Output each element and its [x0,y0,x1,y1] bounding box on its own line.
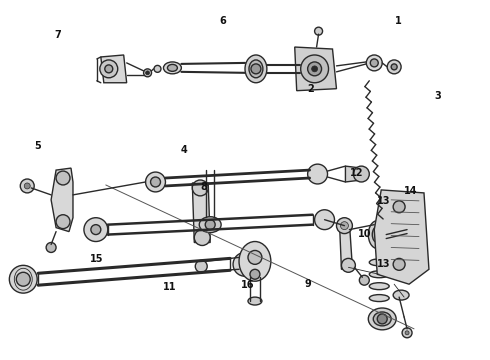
Ellipse shape [239,242,271,281]
Circle shape [315,210,335,230]
Circle shape [24,183,30,189]
Circle shape [240,260,250,269]
Circle shape [56,171,70,185]
Circle shape [154,66,161,72]
Circle shape [367,55,382,71]
Text: 14: 14 [404,186,417,196]
Polygon shape [101,55,127,83]
Circle shape [250,269,260,279]
Circle shape [393,201,405,213]
Text: 5: 5 [35,141,41,151]
Ellipse shape [372,227,382,243]
Text: 8: 8 [200,182,207,192]
Polygon shape [51,168,73,231]
Circle shape [370,59,378,67]
Circle shape [377,314,387,324]
Circle shape [341,222,348,230]
Text: 12: 12 [350,168,364,178]
Circle shape [205,220,215,230]
Ellipse shape [393,290,409,300]
Circle shape [315,27,322,35]
Circle shape [342,258,355,272]
Text: 11: 11 [163,282,176,292]
Circle shape [146,172,166,192]
Polygon shape [345,166,361,182]
Circle shape [46,243,56,252]
Circle shape [192,180,208,196]
Text: 9: 9 [305,279,312,289]
Ellipse shape [368,221,386,248]
Circle shape [387,60,401,74]
Circle shape [195,230,210,246]
Circle shape [308,62,321,76]
Polygon shape [340,223,352,269]
Circle shape [9,265,37,293]
Circle shape [233,252,257,276]
Text: 3: 3 [434,91,441,101]
Circle shape [391,64,397,70]
Ellipse shape [249,60,263,78]
Text: 6: 6 [220,16,226,26]
Circle shape [312,66,318,72]
Text: 16: 16 [241,280,254,291]
Circle shape [105,65,113,73]
Ellipse shape [248,297,262,305]
Text: 15: 15 [90,253,103,264]
Ellipse shape [245,55,267,83]
Ellipse shape [369,271,389,278]
Text: 2: 2 [307,84,314,94]
Ellipse shape [373,312,391,326]
Text: 13: 13 [377,259,391,269]
Text: 13: 13 [377,197,391,206]
Text: 1: 1 [395,16,402,26]
Circle shape [91,225,101,235]
Text: 10: 10 [358,229,371,239]
Polygon shape [374,190,429,284]
Circle shape [301,55,328,83]
Circle shape [196,260,207,272]
Circle shape [146,71,149,75]
Circle shape [359,275,369,285]
Circle shape [56,215,70,229]
Circle shape [248,251,262,264]
Circle shape [144,69,151,77]
Ellipse shape [168,64,177,71]
Circle shape [308,164,327,184]
Circle shape [353,166,369,182]
Circle shape [393,258,405,270]
Circle shape [16,272,30,286]
Circle shape [100,60,118,78]
Circle shape [402,328,412,338]
Ellipse shape [369,259,389,266]
Ellipse shape [368,308,396,330]
Circle shape [251,64,261,74]
Ellipse shape [369,294,389,302]
Text: 4: 4 [181,145,188,155]
Circle shape [150,177,161,187]
Circle shape [20,179,34,193]
Text: 7: 7 [54,30,61,40]
Polygon shape [294,47,337,91]
Ellipse shape [164,62,181,74]
Circle shape [84,218,108,242]
Polygon shape [192,183,210,243]
Circle shape [405,331,409,335]
Circle shape [337,218,352,234]
Ellipse shape [199,217,221,233]
Ellipse shape [369,283,389,290]
